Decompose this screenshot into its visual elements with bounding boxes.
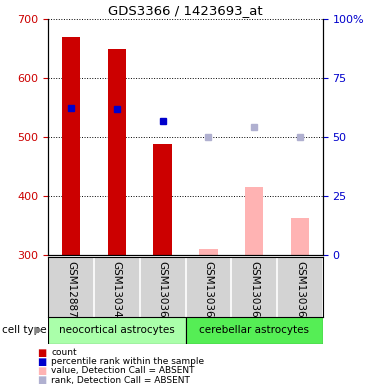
Text: GSM130340: GSM130340	[112, 262, 122, 324]
Bar	[199, 250, 217, 255]
Bar	[108, 49, 126, 255]
Text: GSM128874: GSM128874	[66, 262, 76, 325]
Text: cell type: cell type	[2, 325, 46, 335]
Text: rank, Detection Call = ABSENT: rank, Detection Call = ABSENT	[51, 376, 190, 384]
Text: count: count	[51, 348, 77, 357]
Text: percentile rank within the sample: percentile rank within the sample	[51, 357, 204, 366]
Bar	[62, 37, 80, 255]
Text: ■: ■	[37, 357, 46, 367]
Text: ▶: ▶	[35, 325, 43, 335]
Bar	[154, 144, 172, 255]
Text: ■: ■	[37, 375, 46, 384]
Text: ■: ■	[37, 348, 46, 358]
Text: neocortical astrocytes: neocortical astrocytes	[59, 325, 175, 335]
Text: GSM130363: GSM130363	[249, 262, 259, 325]
Text: value, Detection Call = ABSENT: value, Detection Call = ABSENT	[51, 366, 195, 376]
Bar	[48, 317, 186, 344]
Bar	[245, 187, 263, 255]
Text: GSM130364: GSM130364	[295, 262, 305, 325]
Text: GSM130361: GSM130361	[158, 262, 168, 325]
Title: GDS3366 / 1423693_at: GDS3366 / 1423693_at	[108, 3, 263, 17]
Bar	[291, 218, 309, 255]
Text: cerebellar astrocytes: cerebellar astrocytes	[199, 325, 309, 335]
Bar	[186, 317, 323, 344]
Text: ■: ■	[37, 366, 46, 376]
Text: GSM130362: GSM130362	[203, 262, 213, 325]
